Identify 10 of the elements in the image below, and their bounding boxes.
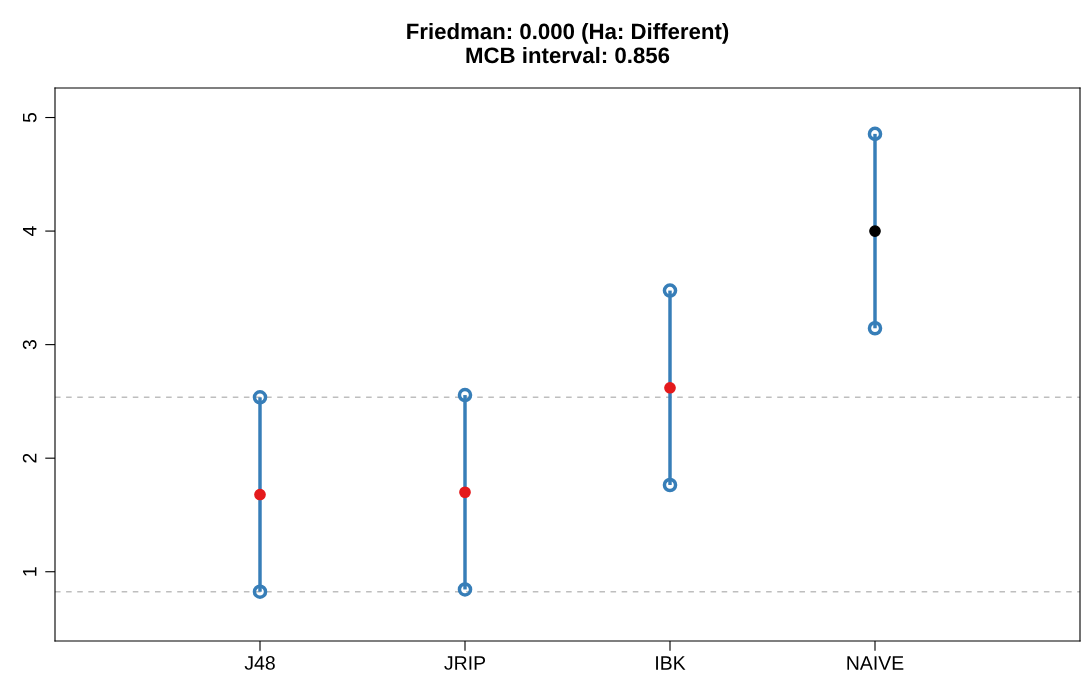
x-tick-label: J48 [244, 656, 275, 670]
x-tick-label: JRIP [444, 656, 486, 670]
x-tick-label: NAIVE [847, 656, 904, 670]
x-tick-label: IBK [656, 656, 686, 670]
y-tick-label: 5 [23, 112, 37, 123]
y-tick-label: 4 [23, 226, 37, 237]
y-tick-label: 3 [22, 340, 37, 350]
y-tick-label: 2 [22, 453, 37, 463]
chart-title: Friedman: 0.000 (Ha: Different) MCB interval: 0.856 [407, 22, 729, 64]
y-tick-label: 1 [23, 567, 37, 576]
